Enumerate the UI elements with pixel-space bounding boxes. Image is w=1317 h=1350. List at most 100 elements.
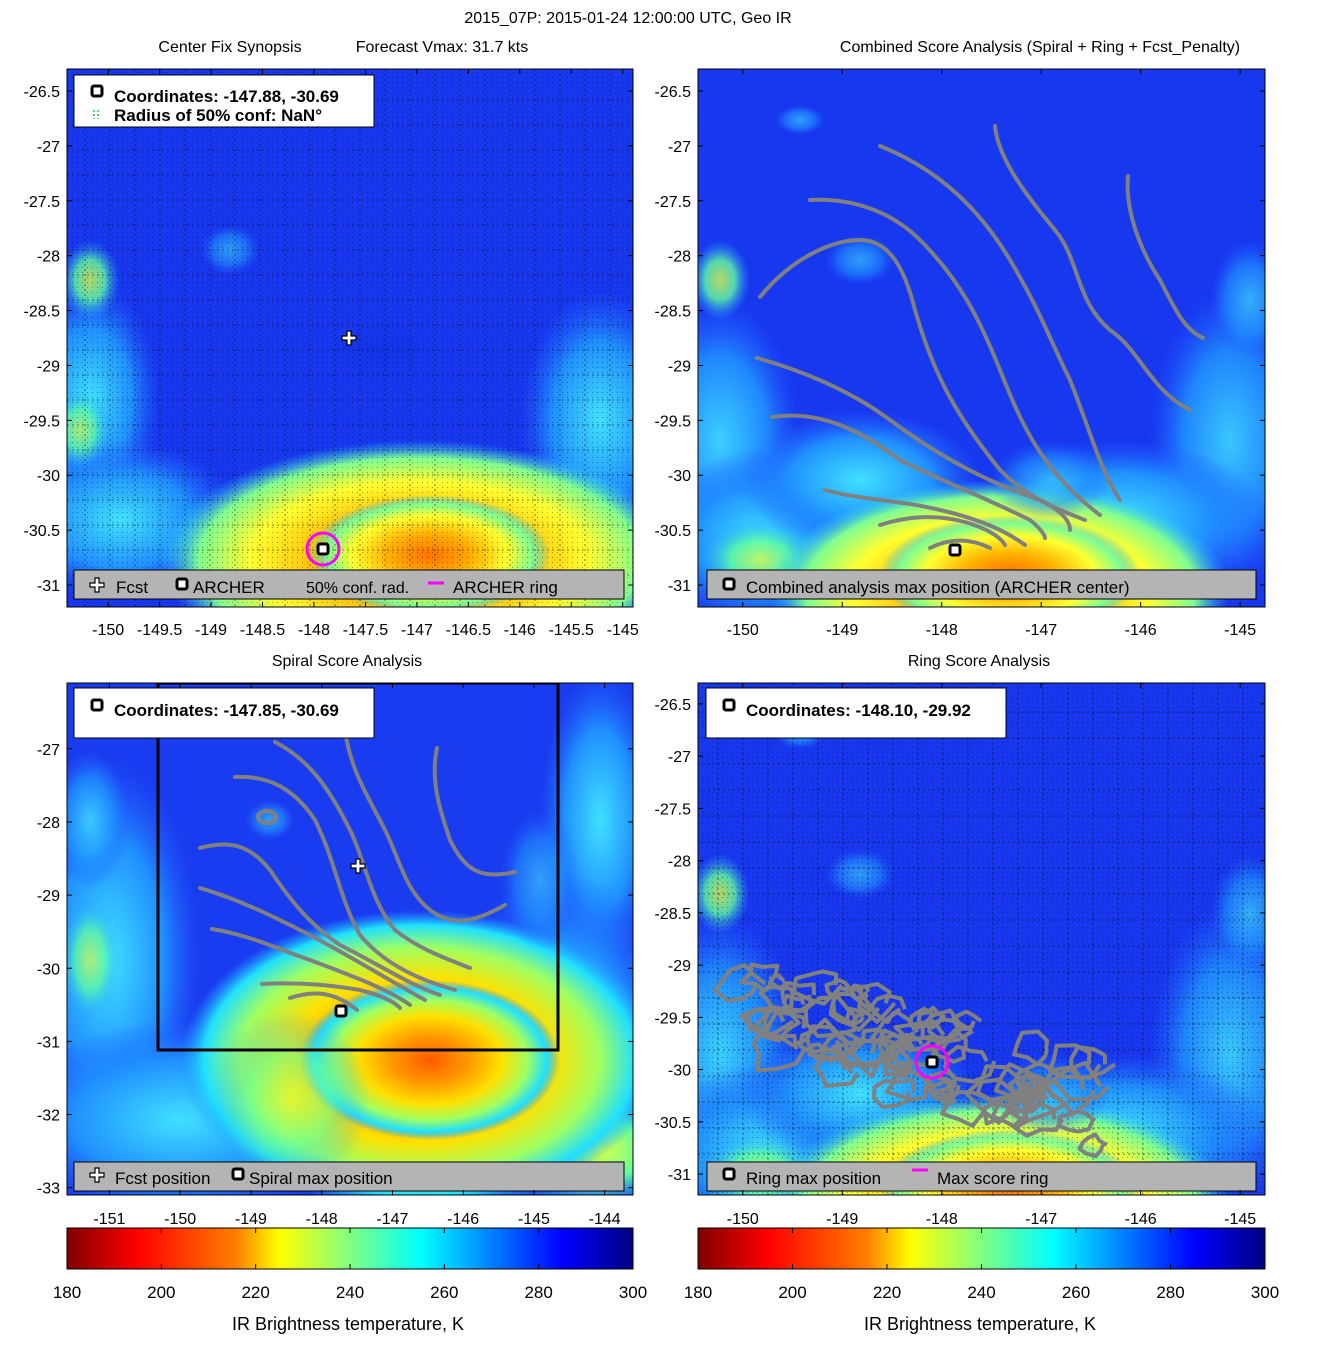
archer-icon xyxy=(90,84,104,98)
contour-line xyxy=(878,515,1007,547)
legend-br: Ring max position Max score ring xyxy=(706,1161,1257,1192)
x-tick-label: -146 xyxy=(1125,1211,1157,1228)
contour-line xyxy=(951,1009,983,1031)
info-box-br: Coordinates: -148.10, -29.92 xyxy=(705,687,1007,739)
y-tick-label: -29 xyxy=(668,958,691,975)
contour-line xyxy=(916,1005,947,1030)
contour-line xyxy=(824,978,851,998)
x-tick-label: -146 xyxy=(447,1211,479,1228)
contour-line xyxy=(751,1029,807,1073)
y-tick-label: -30 xyxy=(668,468,691,485)
y-tick-label: -29 xyxy=(668,358,691,375)
x-tick-label: -149 xyxy=(826,1211,858,1228)
panel-title: Ring Score Analysis xyxy=(908,653,1050,670)
x-tick-label: -148 xyxy=(298,622,330,639)
legend-combined-max: Combined analysis max position (ARCHER c… xyxy=(746,578,1130,597)
x-tick-label: -147 xyxy=(401,622,433,639)
ir-image-tl xyxy=(67,69,633,607)
colorbar-tick-label: 240 xyxy=(967,1283,995,1302)
x-tick-label: -147 xyxy=(1025,1211,1057,1228)
x-tick-label: -146.5 xyxy=(446,622,491,639)
x-tick-label: -151 xyxy=(93,1211,125,1228)
contour-line xyxy=(931,1086,959,1107)
archer-center-marker-tr xyxy=(948,543,962,557)
contour-line xyxy=(739,1007,770,1032)
colorbar-tick-label: 180 xyxy=(53,1283,81,1302)
colorbar-label: IR Brightness temperature, K xyxy=(864,1314,1096,1334)
contour-line xyxy=(924,1073,958,1094)
contour-line xyxy=(993,1062,1054,1108)
y-tick-label: -29 xyxy=(37,888,60,905)
grid-tl xyxy=(67,69,633,607)
legend-fcst-position: Fcst position xyxy=(115,1169,210,1188)
y-tick-label: -26.5 xyxy=(655,84,692,101)
contour-line xyxy=(738,962,780,993)
x-tick-label: -150 xyxy=(164,1211,196,1228)
contour-line xyxy=(871,1078,917,1110)
y-tick-label: -30.5 xyxy=(24,523,61,540)
y-tick-label: -31 xyxy=(37,1034,60,1051)
panel-ring-score: Ring Score Analysis xyxy=(655,653,1266,1228)
contour-line xyxy=(901,1032,929,1053)
contour-line xyxy=(1047,1043,1102,1080)
contour-line xyxy=(1069,1045,1116,1081)
y-tick-label: -30.5 xyxy=(655,523,692,540)
x-tick-label: -150 xyxy=(92,622,124,639)
y-tick-label: -31 xyxy=(37,578,60,595)
contour-line xyxy=(770,413,1047,540)
contour-line xyxy=(931,1028,968,1064)
axis-ticks-bl: -151 -150 -149 -148 -147 -146 -145 -144 -27 -28 -2… xyxy=(37,683,633,1228)
legend-archer-ring: ARCHER ring xyxy=(453,578,558,597)
y-tick-label: -27 xyxy=(37,742,60,759)
panel-combined-score: Combined Score Analysis (Spiral + Ring +… xyxy=(655,39,1266,639)
y-tick-label: -26.5 xyxy=(655,697,692,714)
axis-ticks-br: -150 -149 -148 -147 -146 -145 -26.5 -27 -27.5 -28… xyxy=(655,683,1265,1228)
x-tick-label: -148 xyxy=(926,622,958,639)
x-tick-label: -145.5 xyxy=(549,622,594,639)
colorbar-label: IR Brightness temperature, K xyxy=(232,1314,464,1334)
y-tick-label: -27.5 xyxy=(655,194,692,211)
ir-image-br xyxy=(698,683,1265,1195)
contour-line xyxy=(849,1027,903,1067)
contour-line xyxy=(1125,174,1205,340)
contour-line xyxy=(857,981,897,1024)
colorbar-left: 180 200 220 240 260 280 300 IR Brightness temp… xyxy=(53,1227,647,1334)
contour-line xyxy=(210,927,412,1007)
y-tick-label: -31 xyxy=(668,1167,691,1184)
colorbar-tick-label: 260 xyxy=(430,1283,458,1302)
legend-conf-rad: 50% conf. rad. xyxy=(306,580,409,597)
x-tick-label: -148 xyxy=(926,1211,958,1228)
x-tick-label: -149.5 xyxy=(137,622,182,639)
x-tick-label: -146 xyxy=(504,622,536,639)
legend-archer: ARCHER xyxy=(193,578,265,597)
panel-title: Spiral Score Analysis xyxy=(272,653,422,670)
contour-line xyxy=(885,1070,935,1102)
archer-icon xyxy=(90,698,104,712)
contour-line xyxy=(928,538,992,550)
contour-line xyxy=(260,981,402,1010)
contour-line xyxy=(844,1006,865,1026)
x-tick-label: -149 xyxy=(235,1211,267,1228)
contour-line xyxy=(870,1009,919,1056)
x-tick-label: -145 xyxy=(607,622,639,639)
contour-line xyxy=(751,1007,802,1043)
y-tick-label: -28.5 xyxy=(655,304,692,321)
x-tick-label: -147 xyxy=(1025,622,1057,639)
colorbar-tick-label: 200 xyxy=(147,1283,175,1302)
x-tick-label: -145 xyxy=(1224,1211,1256,1228)
y-tick-label: -28 xyxy=(668,854,691,871)
y-tick-label: -30 xyxy=(668,1063,691,1080)
y-tick-label: -29.5 xyxy=(655,413,692,430)
contour-line xyxy=(803,994,857,1039)
x-tick-label: -147 xyxy=(376,1211,408,1228)
colorbar-tick-label: 220 xyxy=(873,1283,901,1302)
contour-line xyxy=(1011,1102,1065,1138)
x-tick-label: -150 xyxy=(727,1211,759,1228)
y-tick-label: -28.5 xyxy=(24,304,61,321)
colorbar-ticks: 180 200 220 240 260 280 300 xyxy=(684,1228,1279,1302)
legend-max-score-ring: Max score ring xyxy=(937,1169,1048,1188)
colorbar-tick-label: 260 xyxy=(1062,1283,1090,1302)
y-tick-label: -29 xyxy=(37,358,60,375)
y-tick-label: -30 xyxy=(37,468,60,485)
x-tick-label: -149 xyxy=(826,622,858,639)
